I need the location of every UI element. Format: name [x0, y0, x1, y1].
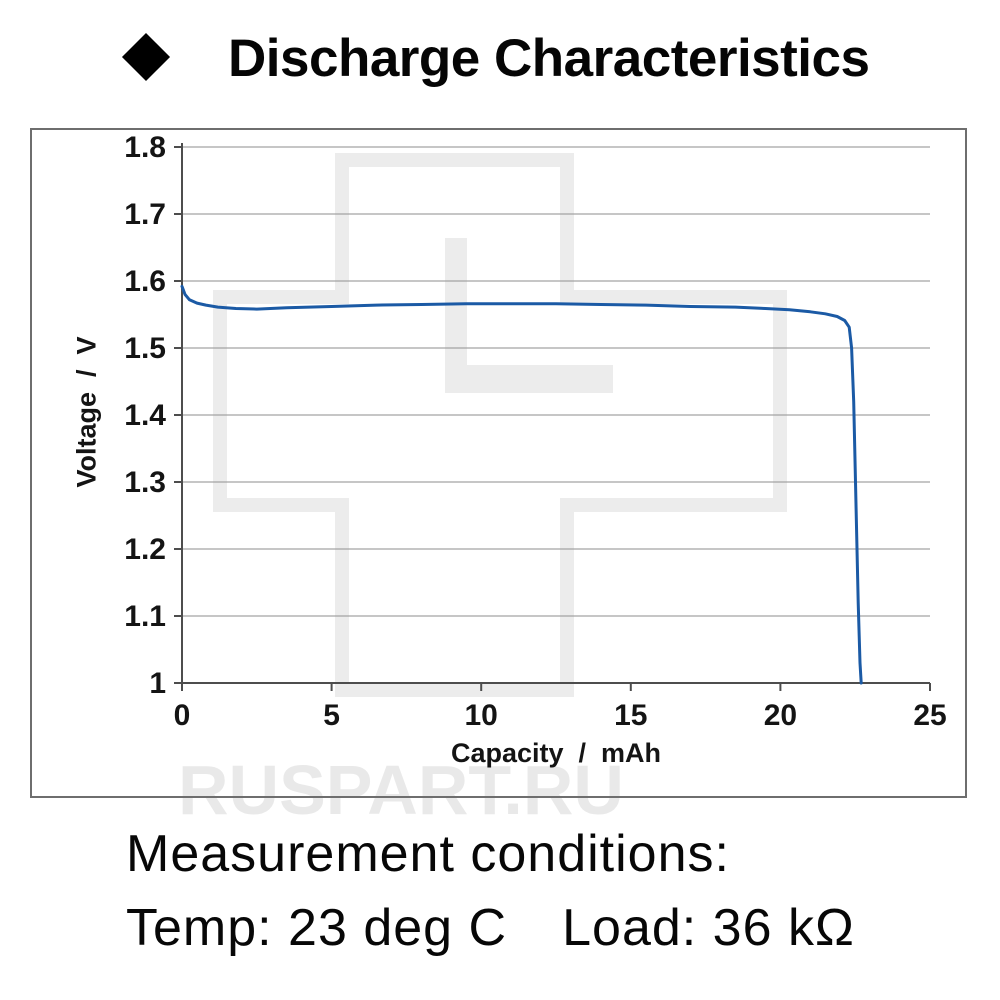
diamond-bullet-icon: [121, 32, 171, 82]
temperature-condition: Temp: 23 deg C: [126, 899, 508, 957]
x-tick-label: 20: [764, 699, 797, 732]
y-tick-label: 1.7: [124, 198, 166, 231]
x-tick-label: 10: [465, 699, 498, 732]
watermark-cross-logo: [213, 153, 787, 697]
y-tick-label: 1.2: [124, 533, 166, 566]
measurement-conditions: Measurement conditions: Temp: 23 deg C L…: [126, 824, 855, 958]
y-tick-label: 1.4: [124, 399, 166, 432]
chart-box: 0 5 10 15 20 25 1 1.1 1.2 1.3 1.4 1.5 1.6 1.7 1.8 Capa…: [30, 128, 967, 798]
y-axis-title: Voltage / V: [71, 336, 102, 488]
title-row: Discharge Characteristics: [0, 0, 1000, 110]
y-tick-label: 1.5: [124, 332, 166, 365]
y-tick-label: 1.1: [124, 600, 166, 633]
y-tick-label: 1: [149, 667, 166, 700]
x-tick-label: 5: [323, 699, 340, 732]
conditions-values: Temp: 23 deg C Load: 36 kΩ: [126, 898, 855, 958]
discharge-chart: 0 5 10 15 20 25 1 1.1 1.2 1.3 1.4 1.5 1.6 1.7 1.8: [124, 131, 946, 732]
x-tick-label: 25: [913, 699, 946, 732]
load-condition: Load: 36 kΩ: [562, 899, 855, 957]
y-tick-label: 1.6: [124, 265, 166, 298]
y-tick-label: 1.8: [124, 131, 166, 164]
x-tick-label: 15: [614, 699, 647, 732]
discharge-curve: [180, 284, 863, 685]
page-title: Discharge Characteristics: [228, 29, 870, 88]
axes: [174, 143, 931, 691]
x-axis-title: Capacity / mAh: [450, 738, 662, 768]
gridlines: [182, 146, 930, 617]
y-tick-label: 1.3: [124, 466, 166, 499]
x-tick-label: 0: [174, 699, 191, 732]
conditions-heading: Measurement conditions:: [126, 825, 730, 883]
tick-labels: 0 5 10 15 20 25 1 1.1 1.2 1.3 1.4 1.5 1.6 1.7 1.8: [124, 131, 946, 732]
